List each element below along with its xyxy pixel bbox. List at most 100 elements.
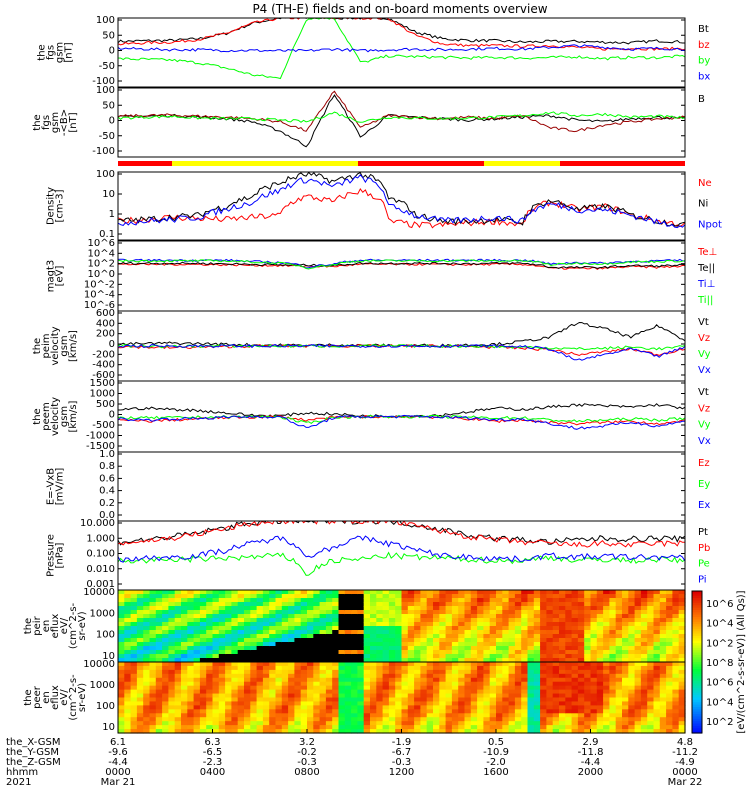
heatmap-cell — [527, 701, 535, 706]
heatmap-cell — [634, 654, 642, 659]
heatmap-cell — [445, 693, 453, 699]
heatmap-cell — [325, 614, 333, 619]
heatmap-cell — [338, 626, 346, 631]
heatmap-cell — [603, 658, 610, 663]
heatmap-cell — [118, 634, 125, 639]
colorbar-step — [692, 680, 702, 684]
heatmap-cell — [162, 721, 169, 726]
heatmap-cell — [363, 618, 371, 623]
heatmap-cell — [294, 614, 302, 619]
heatmap-cell — [514, 665, 522, 671]
heatmap-cell — [174, 626, 182, 631]
heatmap-cell — [143, 654, 151, 659]
heatmap-cell — [325, 622, 333, 627]
heatmap-cell — [451, 606, 459, 611]
heatmap-cell — [433, 646, 440, 651]
heatmap-cell — [489, 729, 497, 734]
heatmap-cell — [307, 681, 314, 687]
heatmap-cell — [376, 725, 384, 730]
series-line-Bt — [118, 18, 685, 45]
ylabel-line: gsm — [55, 42, 66, 63]
heatmap-cell — [603, 729, 610, 734]
heatmap-cell — [382, 614, 390, 619]
heatmap-cell — [458, 669, 466, 675]
heatmap-cell — [433, 677, 440, 683]
heatmap-cell — [496, 634, 503, 639]
heatmap-cell — [168, 606, 176, 611]
heatmap-cell — [231, 654, 239, 659]
heatmap-cell — [212, 642, 220, 647]
heatmap-cell — [231, 697, 239, 703]
heatmap-cell — [382, 701, 390, 706]
heatmap-cell — [653, 689, 661, 695]
colorbar-tick: 10^6 — [706, 599, 733, 610]
ylabel-line: en — [41, 691, 52, 704]
heatmap-cell — [439, 713, 447, 718]
heatmap-cell — [672, 602, 680, 607]
heatmap-cell — [307, 646, 314, 651]
heatmap-cell — [193, 630, 201, 635]
heatmap-cell — [288, 685, 295, 691]
heatmap-cell — [344, 598, 352, 603]
heatmap-cell — [313, 693, 321, 699]
heatmap-cell — [527, 689, 535, 695]
heatmap-cell — [193, 654, 201, 659]
heatmap-cell — [370, 594, 377, 599]
ylabel-line: Density — [46, 187, 57, 225]
heatmap-cell — [206, 614, 214, 619]
heatmap-cell — [527, 721, 535, 726]
heatmap-cell — [496, 665, 503, 671]
heatmap-cell — [527, 697, 535, 703]
heatmap-cell — [615, 685, 623, 691]
heatmap-cell — [325, 642, 333, 647]
heatmap-cell — [647, 594, 655, 599]
heatmap-cell — [168, 681, 176, 687]
heatmap-cell — [244, 669, 251, 675]
heatmap-cell — [439, 725, 447, 730]
heatmap-cell — [218, 689, 226, 695]
heatmap-cell — [244, 654, 251, 659]
heatmap-cell — [338, 622, 346, 627]
heatmap-cell — [206, 681, 214, 687]
heatmap-cell — [269, 646, 277, 651]
heatmap-cell — [590, 662, 598, 667]
heatmap-cell — [622, 594, 629, 599]
heatmap-cell — [640, 685, 648, 691]
heatmap-cell — [622, 689, 629, 695]
heatmap-cell — [193, 681, 201, 687]
heatmap-cell — [231, 658, 239, 663]
heatmap-cell — [622, 693, 629, 699]
heatmap-cell — [609, 697, 617, 703]
heatmap-cell — [357, 713, 365, 718]
heatmap-cell — [281, 642, 289, 647]
heatmap-cell — [250, 622, 258, 627]
heatmap-cell — [527, 693, 535, 699]
heatmap-cell — [395, 638, 403, 643]
heatmap-cell — [124, 650, 132, 655]
heatmap-cell — [521, 614, 529, 619]
heatmap-cell — [181, 681, 188, 687]
heatmap-cell — [521, 665, 529, 671]
heatmap-cell — [376, 701, 384, 706]
heatmap-cell — [464, 685, 472, 691]
heatmap-cell — [395, 662, 403, 667]
heatmap-cell — [118, 729, 125, 734]
heatmap-cell — [174, 650, 182, 655]
heatmap-cell — [281, 697, 289, 703]
heatmap-cell — [678, 717, 686, 722]
heatmap-cell — [521, 634, 529, 639]
heatmap-cell — [193, 677, 201, 683]
heatmap-cell — [559, 658, 566, 663]
heatmap-cell — [521, 642, 529, 647]
heatmap-cell — [596, 721, 604, 726]
heatmap-cell — [269, 610, 277, 615]
heatmap-cell — [590, 638, 598, 643]
heatmap-cell — [451, 709, 459, 714]
heatmap-cell — [603, 709, 610, 714]
heatmap-cell — [181, 646, 188, 651]
heatmap-cell — [590, 642, 598, 647]
heatmap-cell — [344, 618, 352, 623]
heatmap-cell — [118, 626, 125, 631]
heatmap-cell — [332, 665, 340, 671]
colorbar-step — [692, 716, 702, 720]
